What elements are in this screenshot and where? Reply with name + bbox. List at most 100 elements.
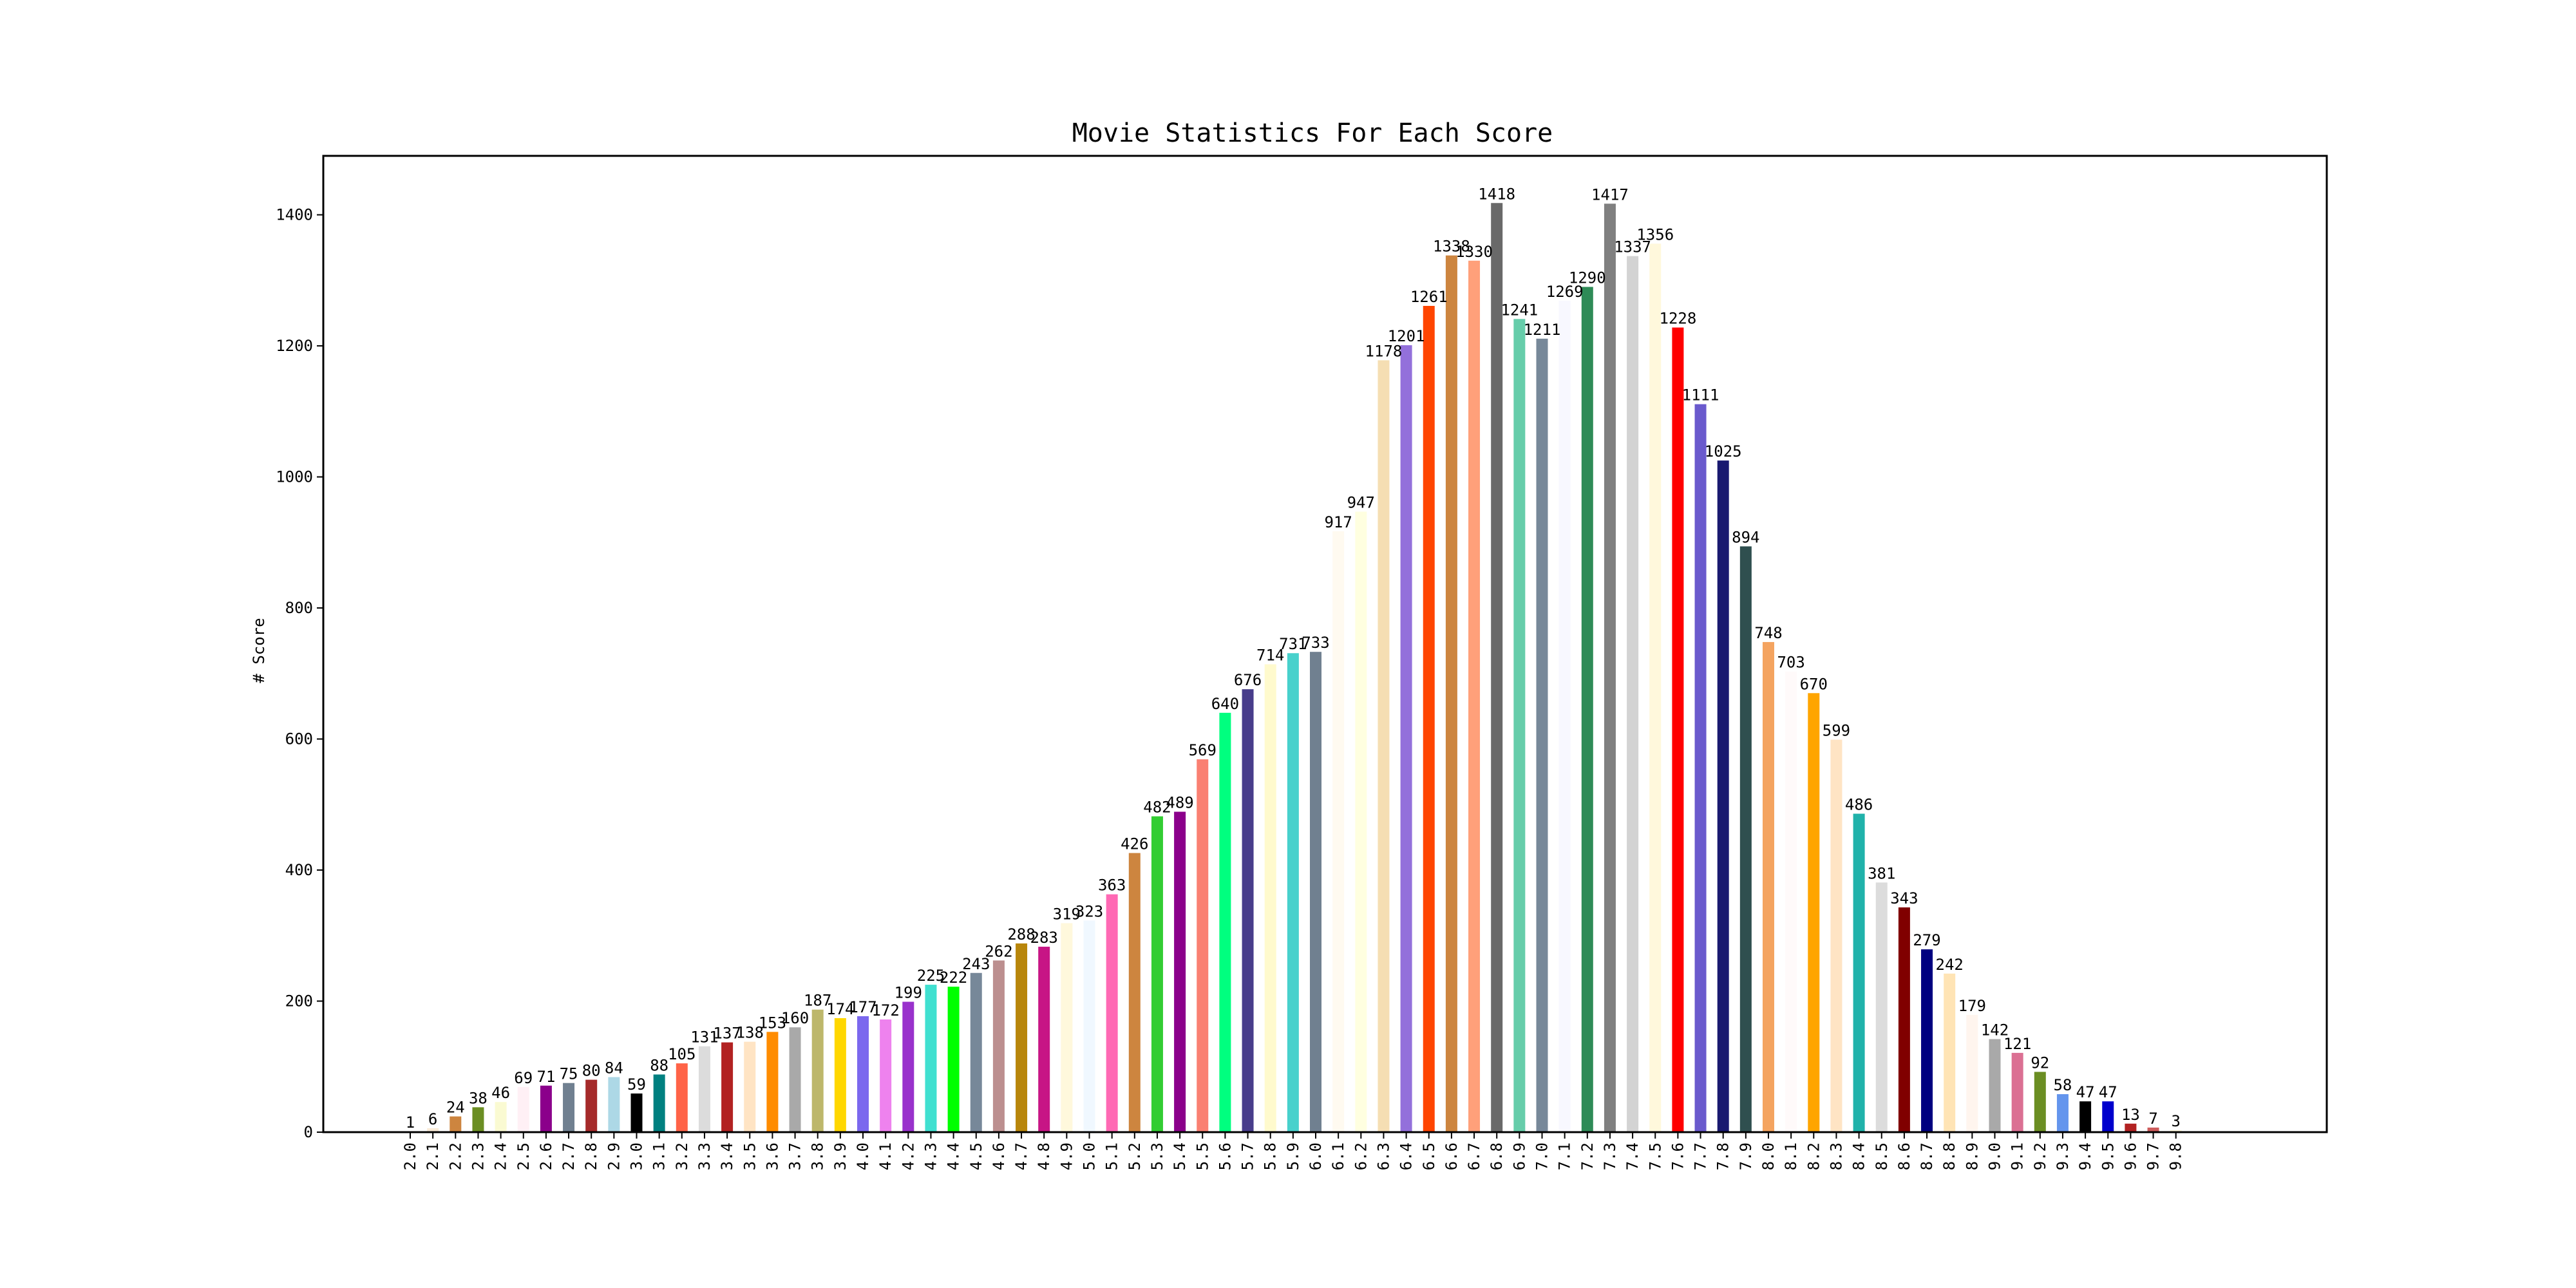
- bar: [472, 1107, 484, 1132]
- x-tick-label: 8.0: [1759, 1142, 1777, 1170]
- bar-value-label: 13: [2121, 1106, 2140, 1124]
- bar: [1944, 973, 1956, 1132]
- bar-value-label: 1338: [1433, 238, 1470, 256]
- bar: [1830, 739, 1842, 1132]
- x-tick-label: 7.8: [1714, 1142, 1732, 1170]
- bar: [698, 1046, 710, 1132]
- bar: [947, 987, 960, 1132]
- x-tick-label: 3.8: [809, 1142, 827, 1170]
- x-tick-label: 7.1: [1556, 1142, 1574, 1170]
- bar-value-label: 1330: [1455, 243, 1493, 261]
- x-tick-label: 8.8: [1940, 1142, 1958, 1170]
- bar-value-label: 279: [1913, 931, 1940, 949]
- bar-value-label: 172: [871, 1001, 899, 1019]
- y-tick-label: 0: [304, 1123, 313, 1141]
- bar: [1264, 664, 1276, 1132]
- x-tick-label: 3.0: [628, 1142, 646, 1170]
- x-tick-label: 7.7: [1692, 1142, 1710, 1170]
- x-tick-label: 5.3: [1148, 1142, 1166, 1170]
- bar-value-label: 179: [1958, 997, 1986, 1015]
- x-tick-label: 2.1: [424, 1142, 442, 1170]
- x-tick-label: 5.6: [1216, 1142, 1234, 1170]
- bar: [1898, 907, 1910, 1132]
- bar-value-label: 262: [985, 942, 1012, 960]
- x-tick-label: 8.2: [1804, 1142, 1823, 1170]
- x-tick-label: 6.4: [1397, 1142, 1416, 1170]
- bar: [2125, 1123, 2137, 1132]
- bar-value-label: 1228: [1660, 310, 1697, 328]
- x-tick-label: 2.8: [582, 1142, 600, 1170]
- bar-value-label: 599: [1823, 722, 1850, 740]
- bar: [1558, 300, 1571, 1132]
- bar-value-label: 80: [582, 1062, 601, 1080]
- x-tick-label: 6.1: [1329, 1142, 1347, 1170]
- bar-value-label: 137: [713, 1025, 741, 1043]
- x-tick-label: 8.6: [1895, 1142, 1913, 1170]
- bar: [540, 1085, 552, 1132]
- bar: [1491, 203, 1503, 1133]
- bar: [2079, 1101, 2092, 1132]
- x-tick-label: 6.7: [1465, 1142, 1483, 1170]
- bar-value-label: 242: [1936, 956, 1964, 974]
- plot-frame: [322, 155, 2328, 1133]
- x-axis: 2.0 2.1 2.2 2.3 2.4 2.5 2.6 2.7 2.8 2.9 3.0 3.1 3.2 3…: [401, 1132, 2185, 1170]
- bar-value-label: 947: [1347, 493, 1375, 511]
- y-tick-label: 1400: [276, 206, 313, 224]
- bar-value-label: 319: [1053, 905, 1081, 923]
- x-tick-label: 2.9: [605, 1142, 623, 1170]
- x-tick-label: 7.6: [1669, 1142, 1687, 1170]
- bar: [744, 1041, 756, 1132]
- x-tick-label: 3.6: [763, 1142, 781, 1170]
- bar: [1083, 920, 1095, 1132]
- x-tick-label: 9.4: [2076, 1142, 2094, 1170]
- x-tick-label: 8.1: [1782, 1142, 1800, 1170]
- bar: [517, 1086, 529, 1132]
- bar-value-label: 1178: [1365, 342, 1403, 360]
- bar: [1694, 404, 1707, 1132]
- x-tick-label: 2.2: [446, 1142, 464, 1170]
- bar-value-label: 703: [1777, 654, 1804, 672]
- x-tick-label: 7.3: [1601, 1142, 1619, 1170]
- bar-value-label: 225: [917, 967, 945, 985]
- bar: [2011, 1052, 2023, 1132]
- bar-value-label: 748: [1754, 624, 1782, 642]
- bar-value-label: 199: [895, 984, 922, 1002]
- bar-value-label: 1290: [1569, 269, 1606, 287]
- bar-value-label: 71: [536, 1068, 555, 1086]
- bar-value-label: 1241: [1501, 301, 1538, 319]
- x-tick-label: 6.9: [1510, 1142, 1528, 1170]
- bar: [834, 1018, 846, 1132]
- bar-value-label: 7: [2148, 1110, 2157, 1128]
- bar-value-label: 676: [1234, 671, 1262, 689]
- bar: [1197, 759, 1209, 1132]
- x-tick-label: 9.0: [1986, 1142, 2004, 1170]
- bar: [811, 1009, 824, 1132]
- x-tick-label: 9.1: [2009, 1142, 2027, 1170]
- x-tick-label: 3.7: [786, 1142, 804, 1170]
- bar-value-label: 46: [491, 1084, 510, 1102]
- bar: [1242, 689, 1254, 1132]
- bar-value-label: 38: [469, 1089, 488, 1107]
- bar-value-label: 283: [1030, 929, 1058, 947]
- bars: [404, 203, 2182, 1133]
- x-tick-label: 6.0: [1307, 1142, 1325, 1170]
- bar-value-label: 733: [1302, 634, 1329, 652]
- bar: [1739, 546, 1752, 1132]
- bar-value-label: 131: [690, 1028, 718, 1046]
- bar-value-label: 1337: [1614, 238, 1651, 256]
- bar: [1717, 460, 1729, 1133]
- bar-value-label: 486: [1845, 796, 1873, 814]
- x-tick-label: 9.6: [2121, 1142, 2139, 1170]
- x-tick-label: 4.2: [899, 1142, 917, 1170]
- bar: [1672, 327, 1684, 1133]
- bar: [563, 1083, 575, 1132]
- x-tick-label: 3.3: [696, 1142, 714, 1170]
- bar: [925, 985, 937, 1132]
- x-tick-label: 6.8: [1488, 1142, 1506, 1170]
- x-tick-label: 4.6: [990, 1142, 1008, 1170]
- x-tick-label: 4.8: [1035, 1142, 1053, 1170]
- x-tick-label: 9.7: [2145, 1142, 2163, 1170]
- chart-title: Movie Statistics For Each Score: [1072, 118, 1553, 148]
- bar: [789, 1027, 801, 1132]
- x-tick-label: 3.9: [831, 1142, 849, 1170]
